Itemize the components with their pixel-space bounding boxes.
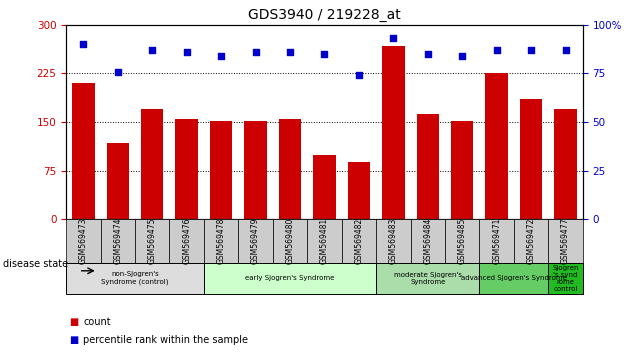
Point xyxy=(388,35,398,41)
Bar xyxy=(106,143,129,219)
Point xyxy=(113,69,123,74)
Point xyxy=(491,47,501,53)
Bar xyxy=(279,119,301,219)
Text: moderate Sjogren's
Syndrome: moderate Sjogren's Syndrome xyxy=(394,272,462,285)
Text: GSM569473: GSM569473 xyxy=(79,218,88,264)
Bar xyxy=(135,219,169,263)
Bar xyxy=(72,83,94,219)
Point xyxy=(354,73,364,78)
Bar xyxy=(479,263,548,294)
Point xyxy=(423,51,433,57)
Bar xyxy=(101,219,135,263)
Bar xyxy=(176,119,198,219)
Bar xyxy=(376,263,479,294)
Bar xyxy=(445,219,479,263)
Point xyxy=(181,49,192,55)
Point xyxy=(285,49,295,55)
Text: GSM569475: GSM569475 xyxy=(148,218,157,264)
Text: GSM569478: GSM569478 xyxy=(217,218,226,264)
Text: GSM569476: GSM569476 xyxy=(182,218,191,264)
Bar xyxy=(486,73,508,219)
Text: Sjogren
's synd
rome
control: Sjogren 's synd rome control xyxy=(553,265,579,292)
Bar xyxy=(451,121,473,219)
Text: percentile rank within the sample: percentile rank within the sample xyxy=(83,335,248,345)
Point xyxy=(78,41,88,47)
Bar xyxy=(382,46,404,219)
Bar xyxy=(416,114,439,219)
Bar xyxy=(479,219,514,263)
Text: GSM569472: GSM569472 xyxy=(527,218,536,264)
Bar xyxy=(244,121,266,219)
Bar xyxy=(348,162,370,219)
Bar xyxy=(411,219,445,263)
Bar xyxy=(169,219,204,263)
Text: GSM569471: GSM569471 xyxy=(492,218,501,264)
Point xyxy=(147,47,158,53)
Text: GSM569479: GSM569479 xyxy=(251,218,260,264)
Bar xyxy=(307,219,341,263)
Bar xyxy=(238,219,273,263)
Bar xyxy=(273,219,307,263)
Text: GSM569481: GSM569481 xyxy=(320,218,329,264)
Bar xyxy=(210,121,232,219)
Text: ■: ■ xyxy=(69,317,79,327)
Text: GSM569485: GSM569485 xyxy=(458,218,467,264)
Point xyxy=(561,47,571,53)
Text: GSM569483: GSM569483 xyxy=(389,218,398,264)
Text: early Sjogren's Syndrome: early Sjogren's Syndrome xyxy=(245,275,335,281)
Text: ■: ■ xyxy=(69,335,79,345)
Text: GSM569484: GSM569484 xyxy=(423,218,432,264)
Text: GSM569477: GSM569477 xyxy=(561,218,570,264)
Point xyxy=(216,53,226,59)
Bar xyxy=(204,219,238,263)
Text: advanced Sjogren's Syndrome: advanced Sjogren's Syndrome xyxy=(461,275,567,281)
Point xyxy=(526,47,536,53)
Bar xyxy=(514,219,548,263)
Text: non-Sjogren's
Syndrome (control): non-Sjogren's Syndrome (control) xyxy=(101,272,169,285)
Bar xyxy=(66,263,204,294)
Text: GSM569474: GSM569474 xyxy=(113,218,122,264)
Point xyxy=(319,51,329,57)
Bar xyxy=(141,109,163,219)
Bar xyxy=(66,219,101,263)
Bar xyxy=(548,263,583,294)
Bar xyxy=(554,109,576,219)
Text: count: count xyxy=(83,317,111,327)
Text: GSM569480: GSM569480 xyxy=(285,218,294,264)
Bar xyxy=(341,219,376,263)
Bar xyxy=(313,155,336,219)
Bar xyxy=(520,99,542,219)
Text: disease state: disease state xyxy=(3,259,68,269)
Point xyxy=(457,53,467,59)
Bar xyxy=(204,263,376,294)
Point xyxy=(251,49,261,55)
Title: GDS3940 / 219228_at: GDS3940 / 219228_at xyxy=(248,8,401,22)
Bar xyxy=(376,219,411,263)
Text: GSM569482: GSM569482 xyxy=(355,218,364,264)
Bar xyxy=(548,219,583,263)
